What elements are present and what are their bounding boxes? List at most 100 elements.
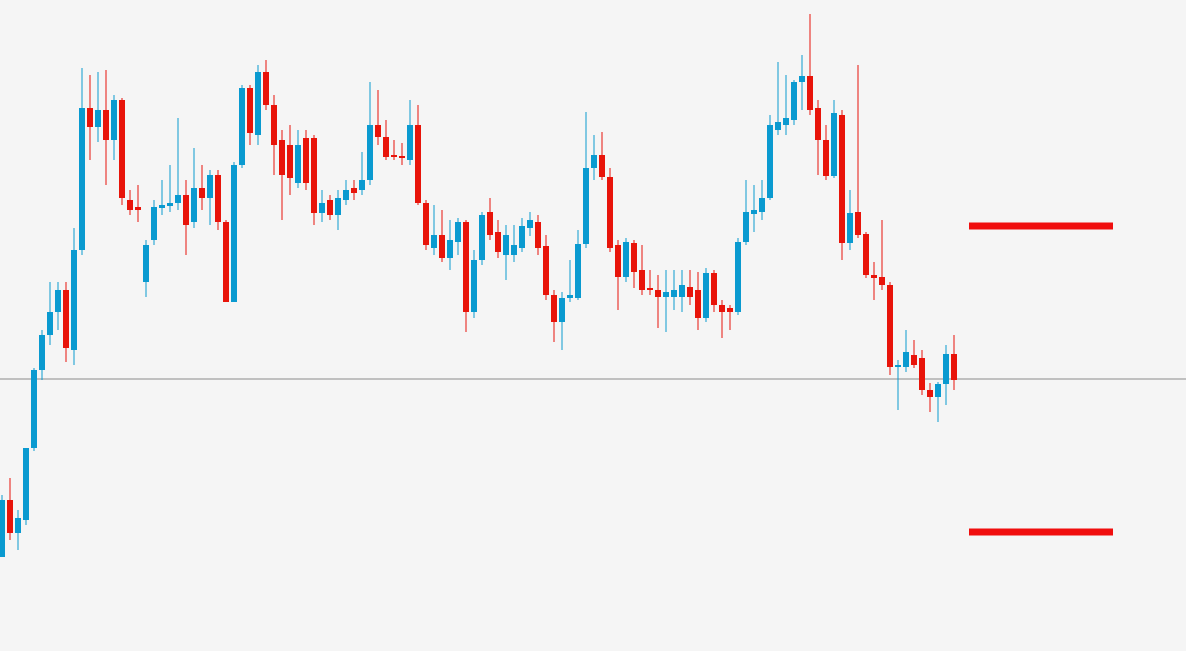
- candle-body: [927, 390, 933, 397]
- candle-body: [431, 235, 437, 248]
- candle-body: [511, 245, 517, 255]
- candle-body: [271, 105, 277, 145]
- candle-body: [207, 175, 213, 198]
- candle-body: [727, 308, 733, 312]
- candle-body: [615, 245, 621, 277]
- candle-body: [791, 82, 797, 120]
- candle-body: [23, 448, 29, 520]
- candle-body: [39, 335, 45, 370]
- candle-body: [807, 76, 813, 110]
- candle-body: [71, 250, 77, 350]
- candle-body: [175, 195, 181, 203]
- level-marker: [969, 528, 1113, 536]
- candle-body: [895, 365, 901, 367]
- candle-body: [823, 140, 829, 176]
- candle-body: [863, 234, 869, 275]
- candle-body: [935, 384, 941, 397]
- candle-body: [479, 215, 485, 260]
- candle-body: [303, 138, 309, 183]
- candle-body: [95, 110, 101, 127]
- candle-body: [327, 200, 333, 215]
- candle-body: [463, 222, 469, 312]
- candle-body: [543, 246, 549, 295]
- candle-body: [855, 212, 861, 235]
- candle-body: [119, 100, 125, 198]
- candle-body: [767, 125, 773, 198]
- candle-body: [135, 207, 141, 210]
- candle-body: [551, 295, 557, 322]
- candle-body: [167, 203, 173, 206]
- candle-body: [63, 290, 69, 348]
- candle-body: [783, 118, 789, 125]
- candle-body: [591, 155, 597, 168]
- candle-body: [255, 72, 261, 135]
- candle-body: [183, 195, 189, 225]
- candle-body: [223, 222, 229, 302]
- candle-body: [919, 358, 925, 390]
- candle-body: [759, 198, 765, 212]
- candle-body: [311, 138, 317, 213]
- candle-body: [799, 76, 805, 82]
- candle-body: [87, 108, 93, 127]
- candle-body: [559, 298, 565, 322]
- candle-body: [815, 108, 821, 140]
- candle-body: [47, 312, 53, 335]
- candle-body: [471, 260, 477, 312]
- candle-body: [439, 235, 445, 258]
- candle-body: [383, 137, 389, 157]
- candle-body: [671, 290, 677, 297]
- candle-body: [15, 518, 21, 533]
- candle-body: [423, 203, 429, 245]
- candle-body: [567, 295, 573, 298]
- candle-body: [199, 188, 205, 198]
- candle-body: [719, 305, 725, 312]
- level-marker: [969, 222, 1113, 230]
- candle-body: [359, 180, 365, 190]
- candle-body: [247, 88, 253, 133]
- candle-body: [519, 226, 525, 248]
- candle-body: [215, 175, 221, 222]
- candle-body: [647, 288, 653, 290]
- candle-body: [663, 292, 669, 297]
- candle-body: [847, 213, 853, 243]
- candle-body: [503, 235, 509, 255]
- candle-body: [575, 244, 581, 298]
- candle-body: [831, 113, 837, 176]
- candle-body: [639, 270, 645, 290]
- candle-body: [887, 285, 893, 367]
- candle-body: [607, 177, 613, 248]
- candle-body: [703, 273, 709, 318]
- candle-body: [687, 287, 693, 297]
- candle-body: [319, 203, 325, 213]
- candle-body: [415, 125, 421, 203]
- candle-body: [231, 165, 237, 302]
- candle-body: [711, 273, 717, 305]
- candle-body: [55, 290, 61, 312]
- candle-body: [143, 245, 149, 282]
- candle-body: [31, 370, 37, 448]
- candle-body: [599, 155, 605, 177]
- candle-body: [655, 290, 661, 297]
- candle-body: [335, 198, 341, 215]
- candle-body: [111, 100, 117, 140]
- candle-body: [263, 72, 269, 105]
- candle-body: [295, 145, 301, 183]
- candle-body: [127, 200, 133, 210]
- candle-body: [287, 145, 293, 178]
- candle-body: [0, 500, 5, 557]
- candle-body: [583, 168, 589, 244]
- candle-body: [407, 125, 413, 160]
- candle-body: [751, 210, 757, 214]
- candle-body: [151, 207, 157, 240]
- candle-body: [735, 242, 741, 312]
- candle-body: [399, 156, 405, 158]
- candle-body: [839, 115, 845, 243]
- candle-body: [79, 108, 85, 250]
- candle-body: [695, 290, 701, 318]
- candle-body: [367, 125, 373, 180]
- candle-body: [343, 190, 349, 200]
- candle-body: [535, 222, 541, 248]
- candle-body: [103, 110, 109, 140]
